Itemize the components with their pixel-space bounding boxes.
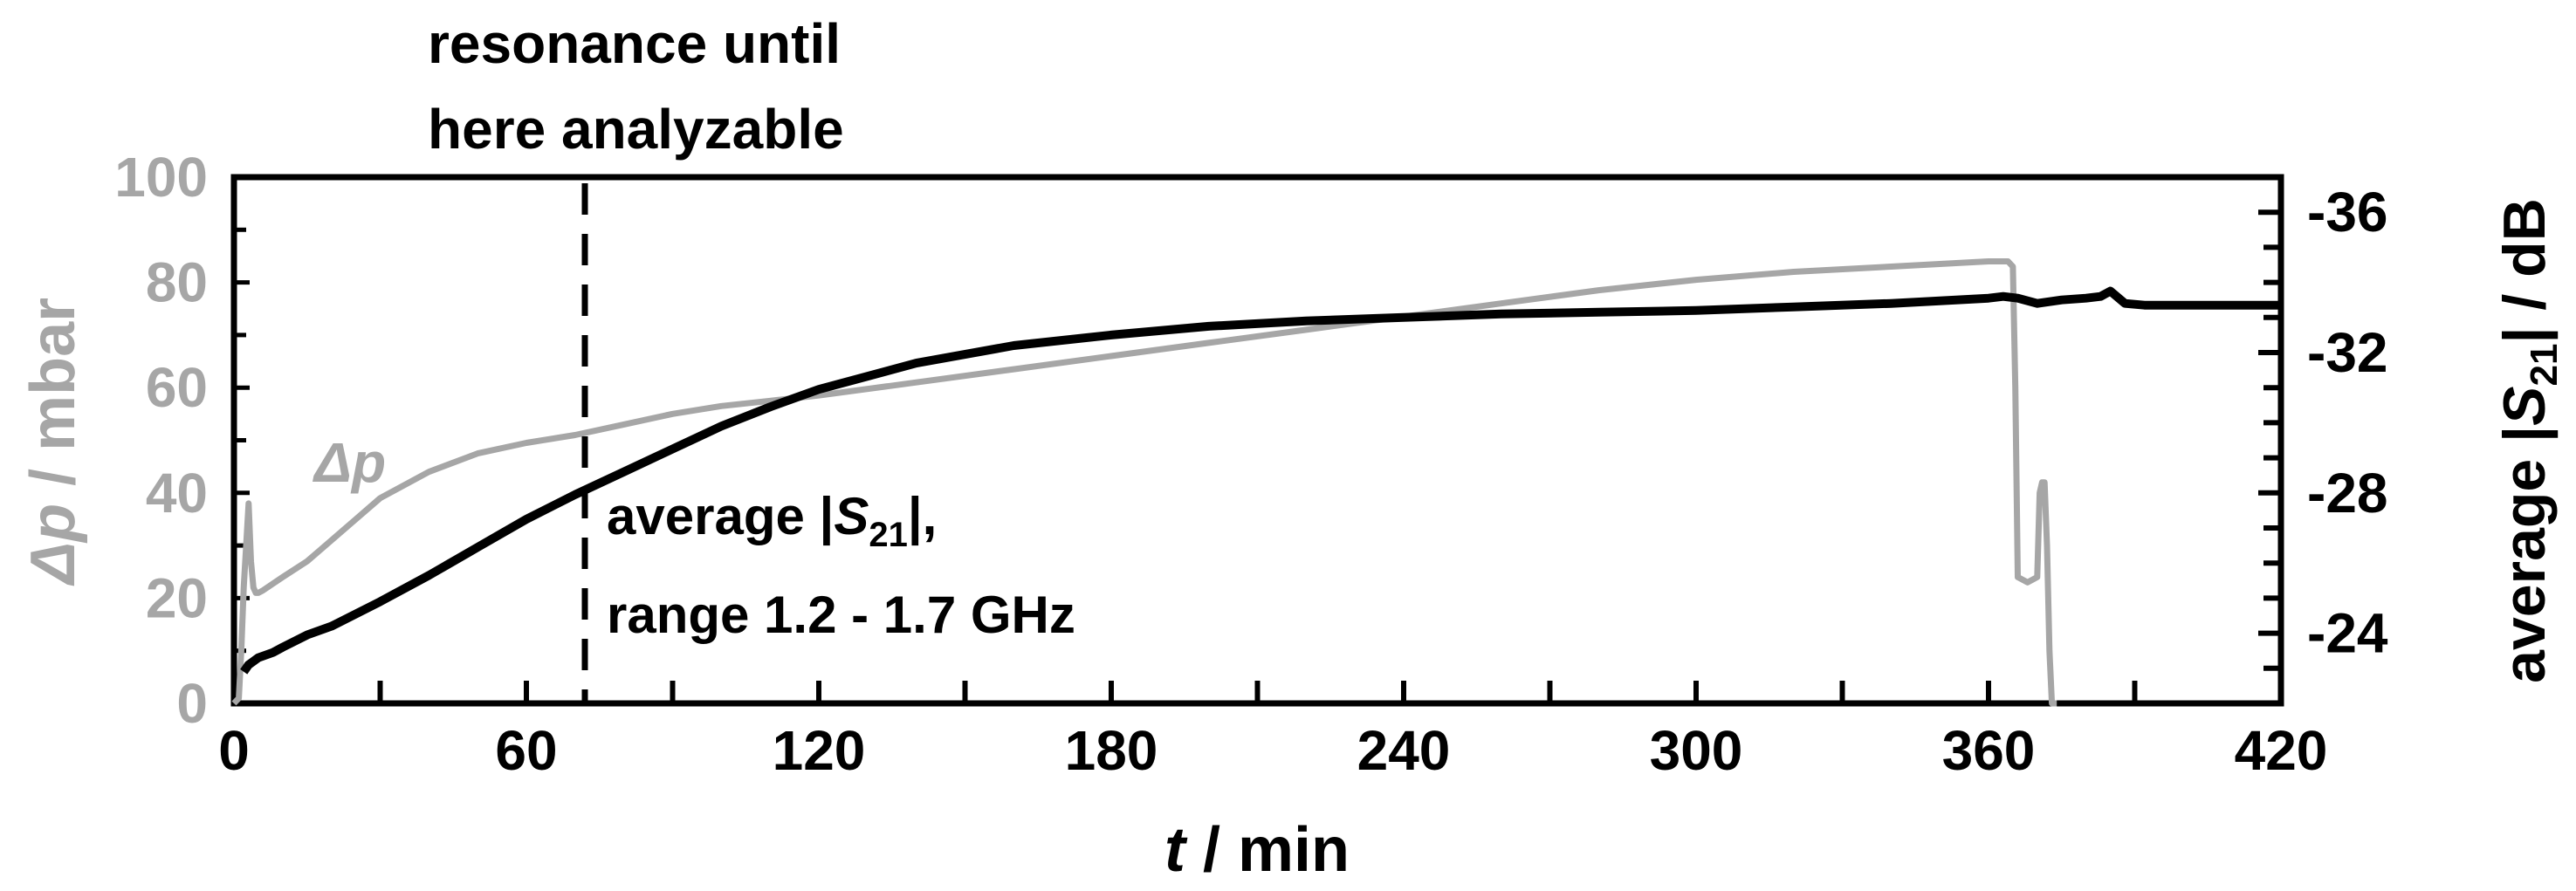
axis-ticks xyxy=(234,209,2281,703)
annotation-s21-var: S xyxy=(834,487,869,545)
y-left-axis-label-unit: / mbar xyxy=(18,298,88,504)
y-left-axis-label: Δp / mbar xyxy=(18,298,88,586)
y-right-axis-label-sub: 21 xyxy=(2523,344,2566,387)
series-line-s21 xyxy=(240,286,2281,675)
annotation-top-line-2: here analyzable xyxy=(428,98,844,161)
y-right-axis-label-var: S xyxy=(2491,386,2558,425)
x-tick-label: 240 xyxy=(1357,719,1451,782)
y-right-axis-label: average |S21| / dB xyxy=(2491,198,2566,683)
annotation-s21-post: |, xyxy=(908,487,937,546)
x-axis-label: t / min xyxy=(1164,815,1350,885)
x-axis-label-unit: / min xyxy=(1185,815,1350,885)
x-tick-label: 300 xyxy=(1650,719,1743,782)
x-tick-label: 420 xyxy=(2235,719,2328,782)
annotation-top-line-1: resonance until xyxy=(428,12,841,75)
y-right-axis-label-post: | / dB xyxy=(2491,198,2559,343)
y-left-tick-label: 80 xyxy=(146,251,208,314)
x-tick-label: 360 xyxy=(1942,719,2036,782)
y-left-tick-label: 0 xyxy=(176,672,208,735)
y-left-tick-label: 100 xyxy=(114,146,208,209)
x-tick-label: 0 xyxy=(218,719,250,782)
x-tick-label: 60 xyxy=(495,719,557,782)
y-right-axis-label-pre: average | xyxy=(2491,426,2559,683)
annotation-s21-pre: average | xyxy=(607,487,834,546)
x-tick-label: 180 xyxy=(1065,719,1158,782)
y-right-tick-label: -28 xyxy=(2307,462,2388,524)
annotation-s21: average |S21|, xyxy=(607,487,937,554)
series-layer xyxy=(231,258,2281,707)
axis-tick-labels: 0 60 120 180 240 300 360 420 0 20 40 60 80 100 -24 -28 -… xyxy=(114,146,2388,782)
y-right-tick-label: -24 xyxy=(2307,602,2388,665)
y-right-tick-label: -36 xyxy=(2307,181,2388,243)
series-label-dp: Δp xyxy=(313,431,386,494)
annotation-s21-sub: 21 xyxy=(869,516,908,554)
series-line-dp xyxy=(231,258,2057,707)
y-left-tick-label: 60 xyxy=(146,356,208,419)
annotation-range: range 1.2 - 1.7 GHz xyxy=(607,586,1075,644)
x-tick-label: 120 xyxy=(773,719,866,782)
y-right-tick-label: -32 xyxy=(2307,321,2388,384)
y-left-tick-label: 20 xyxy=(146,566,208,629)
x-axis-label-var: t xyxy=(1164,815,1188,885)
y-left-axis-label-var: Δp xyxy=(18,504,88,586)
y-left-tick-label: 40 xyxy=(146,462,208,524)
